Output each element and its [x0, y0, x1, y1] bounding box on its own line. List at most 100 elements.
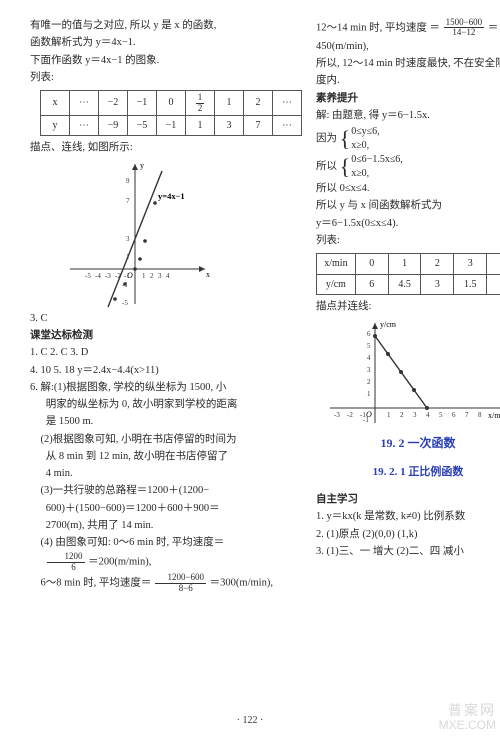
svg-text:-5: -5: [85, 272, 91, 280]
section-heading: 课堂达标检测: [30, 328, 302, 344]
axis-label: y: [140, 161, 144, 170]
cell: 0: [487, 274, 500, 295]
graph-y-4x-1: x y O -5-4-3 -2-1 1234 97 31 -1-5: [60, 159, 302, 309]
svg-text:7: 7: [126, 197, 130, 205]
cell: y: [41, 115, 70, 136]
svg-text:-3: -3: [105, 272, 111, 280]
text-line: 解: 由题意, 得 y＝6−1.5x.: [316, 108, 500, 124]
frac-num: 1200: [47, 552, 85, 562]
text-line: 有唯一的值与之对应, 所以 y 是 x 的函数,: [30, 18, 302, 34]
cell: 12: [186, 91, 215, 116]
frac-den: 6: [47, 563, 85, 572]
graph-svg: x/min y/cm O -3-2-1 123 456 78 654 321 -…: [320, 318, 500, 428]
cell: 2: [421, 254, 454, 275]
cell: x/min: [317, 254, 356, 275]
svg-text:9: 9: [126, 177, 130, 185]
cell: ⋯: [273, 115, 302, 136]
cell: 3: [421, 274, 454, 295]
table-row: x/min 0 1 2 3 4: [317, 254, 500, 275]
axis-label: y/cm: [380, 320, 397, 329]
text-line: 所以 0≤x≤4.: [316, 181, 500, 197]
svg-text:-5: -5: [122, 299, 128, 307]
svg-text:6: 6: [452, 411, 456, 419]
text-span: 所以: [316, 161, 337, 172]
cell: 3: [215, 115, 244, 136]
cell: 0: [355, 254, 388, 275]
text-line: 4 min.: [30, 466, 302, 482]
answer-line: 1. C 2. C 3. D: [30, 345, 302, 361]
cell: 1: [388, 254, 421, 275]
function-label: y=4x−1: [158, 191, 185, 201]
svg-text:5: 5: [367, 342, 371, 350]
text-line: 度内.: [316, 73, 500, 89]
subsection-title: 19. 2. 1 正比例函数: [316, 464, 500, 481]
text-line: 2700(m), 共用了 14 min.: [30, 518, 302, 534]
watermark-en: MXE.COM: [439, 719, 496, 732]
xy-table-2: x/min 0 1 2 3 4 y/cm 6 4.5 3 1.5 0: [316, 253, 500, 295]
text-line: 12006 ＝200(m/min),: [30, 552, 302, 572]
text-line: y＝6−1.5x(0≤x≤4).: [316, 216, 500, 232]
frac-num: 1: [196, 93, 205, 103]
page: 有唯一的值与之对应, 所以 y 是 x 的函数, 函数解析式为 y＝4x−1. …: [0, 0, 500, 736]
cell: y/cm: [317, 274, 356, 295]
eq-line: 0≤6−1.5x≤6,: [351, 154, 403, 165]
text-line: 所以 { 0≤6−1.5x≤6,x≥0,: [316, 153, 500, 180]
watermark: 普案网 MXE.COM: [439, 703, 496, 732]
eq-line: 0≤y≤6,: [351, 126, 379, 137]
svg-text:3: 3: [413, 411, 417, 419]
cell: −9: [99, 115, 128, 136]
text-line: (3)一共行驶的总路程＝1200＋(1200−: [30, 483, 302, 499]
text-span: 12～14 min 时, 平均速度 ＝: [316, 22, 443, 33]
answer-line: 1. y＝kx(k 是常数, k≠0) 比例系数: [316, 509, 500, 525]
text-line: 描点并连线:: [316, 299, 500, 315]
cell: 7: [244, 115, 273, 136]
svg-text:2: 2: [367, 378, 371, 386]
svg-text:-4: -4: [95, 272, 101, 280]
text-span: ＝: [488, 22, 499, 33]
frac-den: 8−6: [155, 584, 206, 593]
brace-system: { 0≤6−1.5x≤6,x≥0,: [340, 153, 403, 180]
xy-table-1: x ⋯ −2 −1 0 12 1 2 ⋯ y ⋯ −9 −5 −1 1: [40, 90, 302, 136]
right-column: 12～14 min 时, 平均速度 ＝ 1500−60014−12 ＝ 450(…: [316, 18, 500, 594]
cell: 4: [487, 254, 500, 275]
section-title: 19. 2 一次函数: [316, 434, 500, 453]
text-line: (2)根据图象可知, 小明在书店停留的时间为: [30, 432, 302, 448]
answer-line: 3. C: [30, 311, 302, 327]
svg-text:1: 1: [142, 272, 146, 280]
svg-text:4: 4: [426, 411, 430, 419]
section-heading: 素养提升: [316, 91, 500, 107]
text-line: 600)＋(1500−600)＝1200＋600＋900＝: [30, 501, 302, 517]
svg-text:8: 8: [478, 411, 482, 419]
svg-text:2: 2: [400, 411, 404, 419]
text-line: 所以, 12～14 min 时速度最快, 不在安全限: [316, 56, 500, 72]
graph-decreasing-line: x/min y/cm O -3-2-1 123 456 78 654 321 -…: [320, 318, 500, 428]
text-span: ＝200(m/min),: [88, 557, 151, 568]
axis-label: x/min: [488, 411, 500, 420]
cell: 0: [157, 91, 186, 116]
text-span: 因为: [316, 133, 337, 144]
svg-text:4: 4: [367, 354, 371, 362]
svg-text:1: 1: [387, 411, 391, 419]
text-line: 12～14 min 时, 平均速度 ＝ 1500−60014−12 ＝: [316, 18, 500, 38]
svg-text:7: 7: [465, 411, 469, 419]
svg-text:6: 6: [367, 330, 371, 338]
eq-line: x≥0,: [351, 140, 369, 151]
cell: ⋯: [70, 115, 99, 136]
svg-text:-3: -3: [334, 411, 340, 419]
table-row: y ⋯ −9 −5 −1 1 3 7 ⋯: [41, 115, 302, 136]
text-line: 明家的纵坐标为 0, 故小明家到学校的距离: [30, 397, 302, 413]
svg-text:4: 4: [166, 272, 170, 280]
two-column-layout: 有唯一的值与之对应, 所以 y 是 x 的函数, 函数解析式为 y＝4x−1. …: [30, 18, 474, 594]
left-column: 有唯一的值与之对应, 所以 y 是 x 的函数, 函数解析式为 y＝4x−1. …: [30, 18, 302, 594]
svg-text:-2: -2: [347, 411, 353, 419]
svg-text:3: 3: [126, 235, 130, 243]
frac-den: 14−12: [444, 28, 485, 37]
cell: −5: [128, 115, 157, 136]
svg-text:3: 3: [367, 366, 371, 374]
svg-text:-1: -1: [124, 272, 130, 280]
cell: 2: [244, 91, 273, 116]
graph-svg: x y O -5-4-3 -2-1 1234 97 31 -1-5: [60, 159, 210, 309]
text-span: 6～8 min 时, 平均速度＝: [41, 578, 152, 589]
text-line: 函数解析式为 y＝4x−1.: [30, 35, 302, 51]
text-line: 下面作函数 y＝4x−1 的图象.: [30, 53, 302, 69]
